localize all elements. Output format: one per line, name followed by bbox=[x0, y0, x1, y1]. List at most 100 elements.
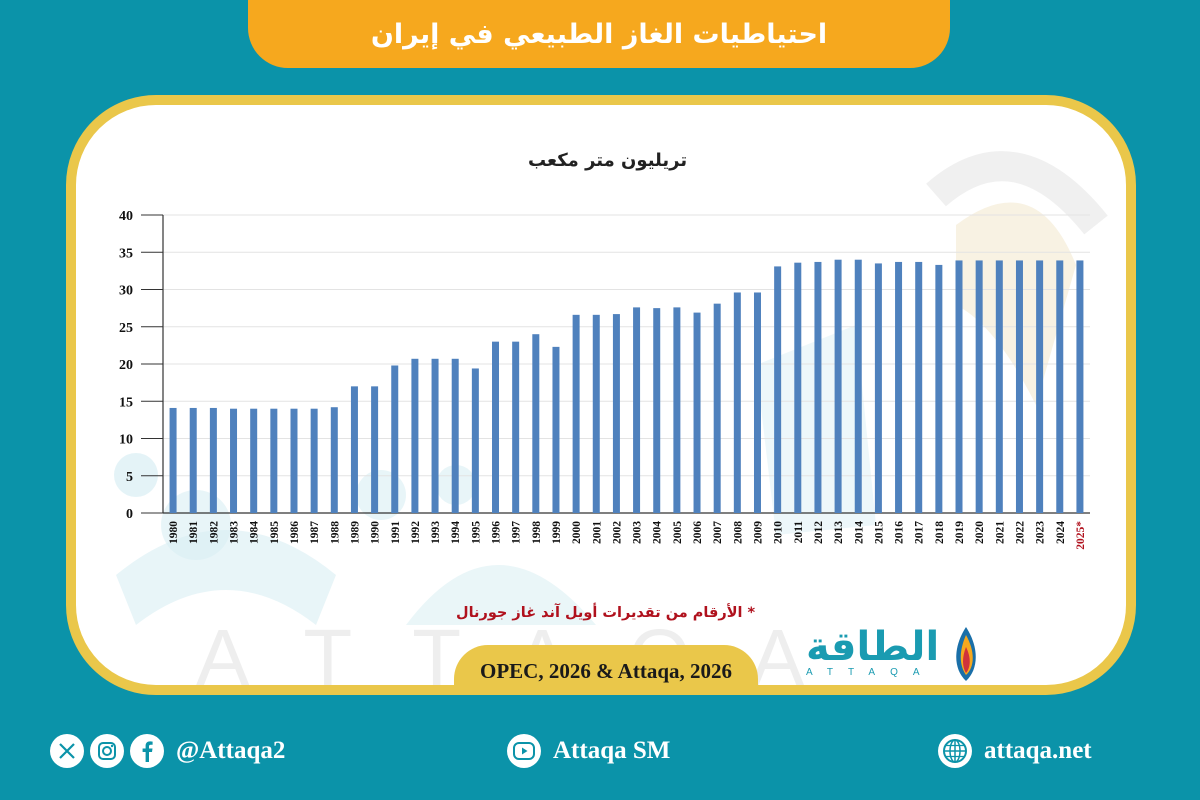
bar bbox=[834, 259, 842, 513]
x-tick-label: 1997 bbox=[511, 521, 523, 544]
bar bbox=[1036, 260, 1044, 513]
bar bbox=[713, 303, 721, 513]
x-tick-label: 2021 bbox=[994, 521, 1006, 544]
x-tick-label: 2024 bbox=[1055, 521, 1067, 544]
x-tick-label: 2006 bbox=[692, 521, 704, 544]
bar bbox=[330, 407, 338, 513]
x-tick-label: 2011 bbox=[793, 521, 805, 544]
x-tick-label: 1981 bbox=[188, 521, 200, 544]
x-twitter-icon[interactable] bbox=[50, 734, 84, 768]
source-tab: OPEC, 2026 & Attaqa, 2026 bbox=[454, 645, 758, 685]
y-axis-unit-label: تريليون متر مكعب bbox=[528, 150, 688, 171]
bar bbox=[673, 307, 681, 513]
bar bbox=[209, 407, 217, 513]
y-tick-label: 10 bbox=[119, 433, 133, 448]
x-tick-label: 1996 bbox=[491, 521, 503, 544]
bar bbox=[1076, 260, 1084, 513]
x-tick-label: 2000 bbox=[571, 521, 583, 544]
bar bbox=[512, 341, 520, 513]
bar bbox=[814, 261, 822, 513]
x-tick-label: 2015 bbox=[873, 521, 885, 544]
x-tick-label: 2022 bbox=[1014, 521, 1026, 544]
logo-latin: ATTAQA bbox=[806, 667, 935, 678]
x-tick-label: 2007 bbox=[712, 521, 724, 544]
x-tick-label: 2002 bbox=[611, 521, 623, 544]
bar bbox=[411, 358, 419, 513]
bar bbox=[633, 307, 641, 513]
flame-drop-icon bbox=[956, 627, 976, 681]
bar bbox=[693, 312, 701, 513]
y-tick-label: 35 bbox=[119, 246, 133, 261]
bar bbox=[532, 334, 540, 513]
bar bbox=[572, 314, 580, 513]
footnote: * الأرقام من تقديرات أويل آند غاز جورنال bbox=[456, 605, 756, 621]
bar bbox=[492, 341, 500, 513]
bar bbox=[874, 263, 882, 513]
bar bbox=[895, 261, 903, 513]
website-link[interactable]: attaqa.net bbox=[938, 734, 1092, 768]
x-tick-label: 2010 bbox=[773, 521, 785, 544]
x-tick-label: 2001 bbox=[591, 521, 603, 544]
youtube-icon[interactable] bbox=[507, 734, 541, 768]
bar bbox=[371, 386, 379, 513]
x-tick-label: 2017 bbox=[914, 521, 926, 544]
bar bbox=[854, 259, 862, 513]
bar bbox=[471, 368, 479, 513]
social-handle[interactable]: @Attaqa2 bbox=[176, 737, 286, 764]
x-tick-label: 2013 bbox=[833, 521, 845, 544]
bar bbox=[1056, 260, 1064, 513]
bar bbox=[753, 292, 761, 513]
x-tick-label: 1992 bbox=[410, 521, 422, 544]
chart-card: ATTAQA تريليون متر مكعب 0 5 10 15 20 25 30 35 40… bbox=[66, 95, 1136, 695]
bar bbox=[250, 408, 258, 513]
x-tick-label: 1983 bbox=[229, 521, 241, 544]
x-tick-label: 2009 bbox=[752, 521, 764, 544]
y-tick-label: 15 bbox=[119, 395, 133, 410]
bar bbox=[270, 408, 278, 513]
bar bbox=[451, 358, 459, 513]
bar bbox=[794, 262, 802, 513]
source-text: OPEC, 2026 & Attaqa, 2026 bbox=[480, 658, 732, 683]
y-tick-label: 30 bbox=[119, 284, 133, 299]
instagram-icon[interactable] bbox=[90, 734, 124, 768]
bar bbox=[350, 386, 358, 513]
x-tick-label: 1985 bbox=[269, 521, 281, 544]
x-tick-label: 1984 bbox=[249, 521, 261, 544]
attaqa-logo: الطاقة ATTAQA bbox=[806, 625, 976, 681]
bar bbox=[612, 314, 620, 513]
x-tick-label: 2019 bbox=[954, 521, 966, 544]
x-tick-label: 1994 bbox=[450, 521, 462, 544]
bar bbox=[592, 314, 600, 513]
bar-chart: 0 5 10 15 20 25 30 35 40 1980 1981 1982 1983 1984 1985… bbox=[119, 209, 1090, 550]
social-links: @Attaqa2 bbox=[50, 734, 285, 768]
x-tick-label: 1989 bbox=[349, 521, 361, 544]
bar bbox=[975, 260, 983, 513]
bar bbox=[733, 292, 741, 513]
youtube-link[interactable]: Attaqa SM bbox=[507, 734, 670, 768]
bar bbox=[552, 346, 560, 513]
x-tick-label: 2016 bbox=[894, 521, 906, 544]
bar bbox=[290, 408, 298, 513]
x-tick-label: 2004 bbox=[652, 521, 664, 544]
globe-icon[interactable] bbox=[938, 734, 972, 768]
bar bbox=[935, 264, 943, 513]
facebook-icon[interactable] bbox=[130, 734, 164, 768]
x-tick-label: 1991 bbox=[390, 521, 402, 544]
title-banner: احتياطيات الغاز الطبيعي في إيران bbox=[248, 0, 950, 68]
bar bbox=[431, 358, 439, 513]
y-tick-label: 40 bbox=[119, 209, 133, 224]
bar bbox=[915, 261, 923, 513]
website-url[interactable]: attaqa.net bbox=[984, 737, 1092, 764]
x-tick-label: 1990 bbox=[370, 521, 382, 544]
x-tick-label: 1988 bbox=[329, 521, 341, 544]
bar bbox=[391, 365, 399, 513]
x-tick-label: 1998 bbox=[531, 521, 543, 544]
youtube-channel[interactable]: Attaqa SM bbox=[553, 737, 671, 764]
bar bbox=[169, 407, 177, 513]
page-title: احتياطيات الغاز الطبيعي في إيران bbox=[370, 19, 828, 50]
x-tick-label: 1999 bbox=[551, 521, 563, 544]
x-tick-label: 2008 bbox=[732, 521, 744, 544]
x-tick-label: 2020 bbox=[974, 521, 986, 544]
bar bbox=[1015, 260, 1023, 513]
x-tick-label: 2003 bbox=[632, 521, 644, 544]
